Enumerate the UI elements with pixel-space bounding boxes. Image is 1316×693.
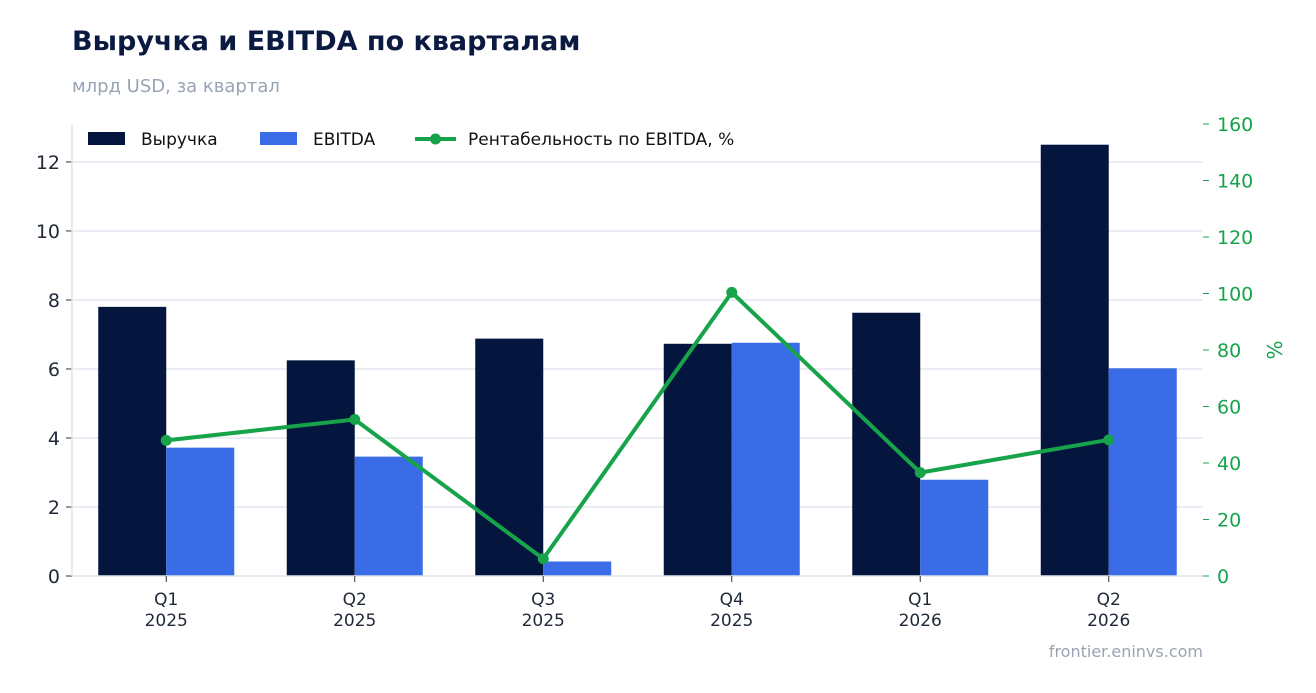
legend: Выручка EBITDA Рентабельность по EBITDA, % <box>88 130 734 150</box>
bar-ebitda <box>166 447 235 576</box>
legend-label-margin: Рентабельность по EBITDA, % <box>468 130 734 150</box>
x-tick-label: 2025 <box>522 611 565 631</box>
x-tick-label: Q2 <box>1097 590 1121 610</box>
source-label: frontier.eninvs.com <box>1048 642 1203 661</box>
bar-revenue <box>286 360 355 576</box>
legend-marker-margin <box>430 133 441 145</box>
margin-point <box>1103 434 1115 446</box>
margin-point <box>726 286 738 298</box>
y2-axis-label: % <box>1263 340 1287 359</box>
y2-tick-label: 0 <box>1217 566 1229 588</box>
y-tick-label: 0 <box>48 566 60 588</box>
y2-tick-label: 140 <box>1217 171 1253 193</box>
legend-label-revenue: Выручка <box>141 130 218 150</box>
x-tick-label: 2025 <box>145 611 188 631</box>
margin-point <box>349 413 361 425</box>
bar-ebitda <box>920 479 989 576</box>
bar-revenue <box>1040 144 1109 577</box>
y2-tick-label: 120 <box>1217 227 1253 249</box>
margin-line <box>160 286 1115 565</box>
y-tick-label: 12 <box>36 152 60 174</box>
y2-tick-label: 60 <box>1217 397 1241 419</box>
legend-label-ebitda: EBITDA <box>313 130 376 150</box>
legend-swatch-ebitda <box>260 132 297 145</box>
bars <box>98 144 1177 577</box>
x-tick-label: Q4 <box>720 590 744 610</box>
y-tick-label: 6 <box>48 359 60 381</box>
x-tick-label: 2025 <box>333 611 376 631</box>
bar-ebitda <box>731 342 800 576</box>
margin-point <box>914 467 926 479</box>
legend-swatch-revenue <box>88 132 125 145</box>
x-tick-label: Q1 <box>908 590 932 610</box>
x-tick-label: Q1 <box>154 590 178 610</box>
bar-revenue <box>475 338 544 576</box>
bar-ebitda <box>543 561 612 576</box>
bar-ebitda <box>1108 368 1177 576</box>
y2-tick-label: 160 <box>1217 114 1253 136</box>
bar-revenue <box>852 312 921 576</box>
bar-revenue <box>663 343 732 576</box>
margin-point <box>537 553 549 565</box>
x-tick-label: Q2 <box>343 590 367 610</box>
y-tick-label: 4 <box>48 428 60 450</box>
axes: 024681012020406080100120140160%Q12025Q22… <box>36 114 1287 631</box>
x-tick-label: 2026 <box>899 611 942 631</box>
y2-tick-label: 20 <box>1217 510 1241 532</box>
x-tick-label: 2026 <box>1087 611 1130 631</box>
margin-point <box>160 434 172 446</box>
grid-lines <box>72 161 1203 508</box>
x-tick-label: Q3 <box>531 590 555 610</box>
y2-tick-label: 100 <box>1217 284 1253 306</box>
y-tick-label: 10 <box>36 221 60 243</box>
x-tick-label: 2025 <box>710 611 753 631</box>
chart-subtitle: млрд USD, за квартал <box>72 76 280 97</box>
y2-tick-label: 40 <box>1217 453 1241 475</box>
y2-tick-label: 80 <box>1217 340 1241 362</box>
y-tick-label: 2 <box>48 497 60 519</box>
bar-revenue <box>98 306 167 576</box>
bar-ebitda <box>354 456 423 576</box>
y-tick-label: 8 <box>48 290 60 312</box>
chart-title: Выручка и EBITDA по кварталам <box>72 26 581 57</box>
margin-series-line <box>166 290 1110 561</box>
